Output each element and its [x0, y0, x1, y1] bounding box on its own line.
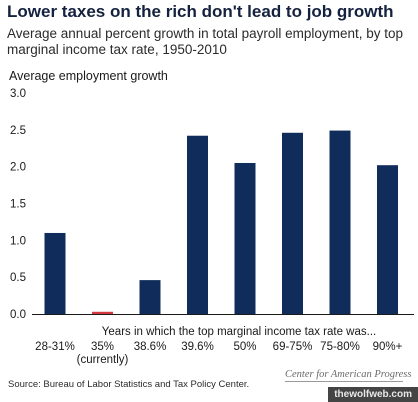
- bar: [234, 162, 256, 314]
- watermark: thewolfweb.com: [328, 387, 418, 402]
- x-tick-label: 28-31%: [35, 341, 75, 353]
- source-note: Source: Bureau of Labor Statistics and T…: [8, 379, 250, 390]
- y-tick-label: 3.0: [10, 88, 26, 100]
- bar: [329, 130, 351, 314]
- x-tick-label: 90%+: [373, 341, 403, 353]
- org-logo-underline: [285, 381, 403, 382]
- y-tick-label: 1.0: [10, 235, 26, 247]
- x-tick-label: 69-75%: [273, 341, 313, 353]
- bar: [377, 165, 398, 314]
- x-tick-label: 50%: [233, 341, 256, 353]
- y-axis-label: Average employment growth: [9, 69, 168, 83]
- y-tick-label: 0.5: [10, 272, 26, 284]
- x-tick-label: (currently): [77, 354, 129, 366]
- chart-title: Lower taxes on the rich don't lead to jo…: [7, 2, 394, 21]
- y-tick-label: 2.0: [10, 162, 26, 174]
- x-axis-label: Years in which the top marginal income t…: [101, 326, 377, 338]
- x-tick-label: 39.6%: [181, 341, 214, 353]
- bar: [282, 132, 303, 314]
- x-tick-label: 75-80%: [320, 341, 360, 353]
- y-tick-label: 2.5: [10, 125, 26, 137]
- org-logo: Center for American Progress: [285, 369, 411, 382]
- org-logo-text: Center for American Progress: [285, 369, 412, 380]
- y-tick-label: 1.5: [10, 199, 26, 211]
- bar: [187, 135, 208, 314]
- y-tick-label: 0.0: [10, 309, 26, 321]
- bar: [139, 280, 161, 314]
- x-tick-label: 35%: [91, 341, 114, 353]
- bar: [92, 311, 113, 314]
- bar: [44, 232, 66, 314]
- x-tick-label: 38.6%: [134, 341, 167, 353]
- chart-subtitle: Average annual percent growth in total p…: [7, 26, 403, 57]
